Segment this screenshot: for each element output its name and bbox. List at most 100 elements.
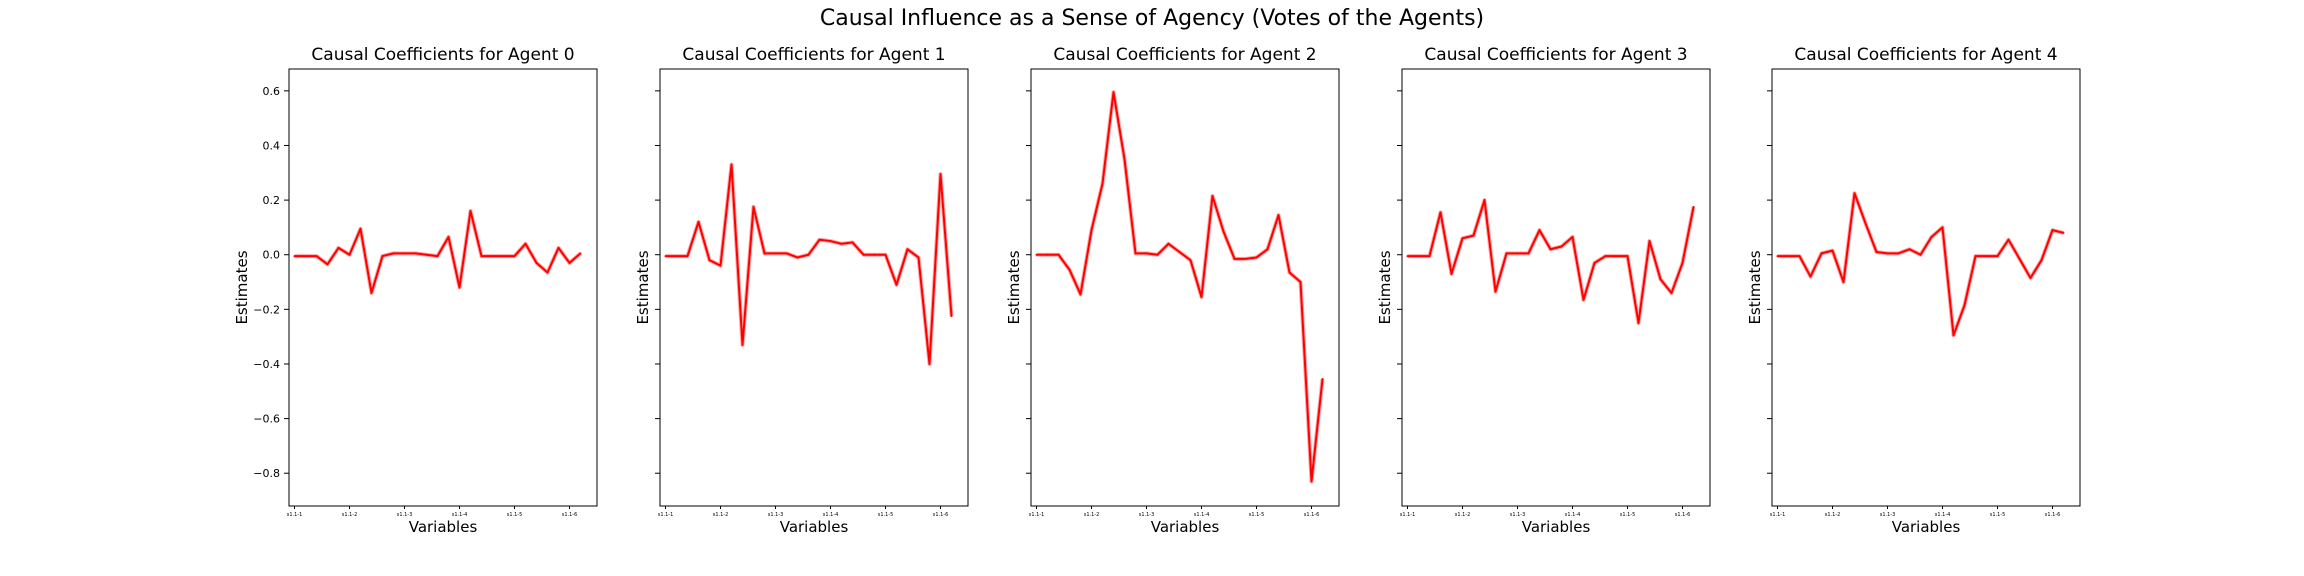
data-point bbox=[293, 255, 296, 258]
data-point bbox=[741, 343, 744, 346]
x-tick-label: s1.1-2 bbox=[342, 512, 358, 518]
data-point bbox=[1516, 252, 1519, 255]
data-point bbox=[1112, 91, 1115, 94]
data-point bbox=[1941, 226, 1944, 229]
data-point bbox=[1461, 237, 1464, 240]
subplot-title: Causal Coefficients for Agent 1 bbox=[682, 45, 945, 65]
data-point bbox=[1952, 334, 1955, 337]
data-point bbox=[1615, 255, 1618, 258]
x-tick-label: s1.1-5 bbox=[1990, 512, 2006, 518]
data-point bbox=[917, 256, 920, 259]
data-point bbox=[2051, 229, 2054, 232]
x-tick-label: s1.1-4 bbox=[1565, 512, 1581, 518]
data-point bbox=[557, 246, 560, 249]
data-point bbox=[425, 253, 428, 256]
data-point bbox=[1637, 322, 1640, 325]
data-point bbox=[1505, 252, 1508, 255]
y-tick-label: −0.6 bbox=[253, 413, 280, 426]
data-point bbox=[873, 253, 876, 256]
y-tick-label: 0.0 bbox=[263, 249, 281, 262]
data-point bbox=[1266, 248, 1269, 251]
data-point bbox=[1974, 255, 1977, 258]
data-point bbox=[1483, 199, 1486, 202]
x-tick-label: s1.1-2 bbox=[1825, 512, 1841, 518]
data-point bbox=[2062, 231, 2065, 234]
data-point bbox=[447, 235, 450, 238]
data-point bbox=[1996, 255, 1999, 258]
data-point bbox=[1472, 234, 1475, 237]
data-point bbox=[686, 255, 689, 258]
data-point bbox=[381, 255, 384, 258]
x-tick-label: s1.1-1 bbox=[1770, 512, 1786, 518]
data-point bbox=[436, 255, 439, 258]
x-tick-label: s1.1-6 bbox=[1304, 512, 1320, 518]
data-point bbox=[774, 252, 777, 255]
y-tick-label: −0.8 bbox=[253, 467, 280, 480]
x-tick-label: s1.1-2 bbox=[713, 512, 729, 518]
subplot-title: Causal Coefficients for Agent 0 bbox=[311, 45, 574, 65]
series-line-band bbox=[665, 162, 954, 366]
data-point bbox=[664, 255, 667, 258]
data-point bbox=[1692, 205, 1695, 208]
data-point bbox=[1167, 242, 1170, 245]
data-point bbox=[359, 227, 362, 230]
data-point bbox=[2029, 276, 2032, 279]
data-point bbox=[1145, 252, 1148, 255]
data-point bbox=[1875, 250, 1878, 253]
data-point bbox=[928, 362, 931, 365]
x-tick-label: s1.1-1 bbox=[287, 512, 303, 518]
y-axis-label: Estimates bbox=[634, 250, 652, 324]
x-tick-label: s1.1-5 bbox=[878, 512, 894, 518]
series-line-band bbox=[1407, 198, 1696, 326]
data-point bbox=[939, 173, 942, 176]
data-point bbox=[1123, 158, 1126, 161]
data-point bbox=[1681, 261, 1684, 264]
x-tick-label: s1.1-3 bbox=[1139, 512, 1155, 518]
data-point bbox=[730, 163, 733, 166]
data-point bbox=[1156, 253, 1159, 256]
data-point bbox=[1321, 377, 1324, 380]
data-point bbox=[1648, 240, 1651, 243]
data-point bbox=[1406, 255, 1409, 258]
data-point bbox=[392, 252, 395, 255]
y-tick-label: 0.4 bbox=[263, 139, 281, 152]
y-tick-label: 0.6 bbox=[263, 85, 281, 98]
data-point bbox=[906, 248, 909, 251]
data-point bbox=[1527, 252, 1530, 255]
axes-frame bbox=[1771, 68, 2081, 507]
data-point bbox=[1582, 298, 1585, 301]
data-point bbox=[1417, 255, 1420, 258]
data-point bbox=[1046, 253, 1049, 256]
data-point bbox=[1897, 252, 1900, 255]
data-point bbox=[1985, 255, 1988, 258]
data-point bbox=[719, 264, 722, 267]
x-tick-label: s1.1-6 bbox=[1675, 512, 1691, 518]
x-axis-label: Variables bbox=[409, 518, 478, 536]
data-point bbox=[1494, 290, 1497, 293]
data-point bbox=[1233, 257, 1236, 260]
subplot-agent-2: Causal Coefficients for Agent 2 s1.1-1 s1.… bbox=[1005, 45, 1340, 536]
data-point bbox=[1310, 480, 1313, 483]
y-axis-label: Estimates bbox=[1746, 250, 1764, 324]
data-point bbox=[763, 252, 766, 255]
x-tick-label: s1.1-6 bbox=[2045, 512, 2061, 518]
subplot-title: Causal Coefficients for Agent 4 bbox=[1794, 45, 2057, 65]
data-point bbox=[796, 256, 799, 259]
data-point bbox=[1079, 293, 1082, 296]
data-point bbox=[491, 255, 494, 258]
data-point bbox=[1626, 255, 1629, 258]
data-point bbox=[884, 253, 887, 256]
x-tick-label: s1.1-4 bbox=[823, 512, 839, 518]
data-point bbox=[1842, 281, 1845, 284]
data-point bbox=[1571, 235, 1574, 238]
data-point bbox=[1134, 252, 1137, 255]
subplot-agent-4: Causal Coefficients for Agent 4 s1.1-1 s1.… bbox=[1746, 45, 2081, 536]
data-point bbox=[1244, 257, 1247, 260]
y-axis-label: Estimates bbox=[1376, 250, 1394, 324]
subplot-agent-0: Causal Coefficients for Agent 0 0.6 0.4 0.2… bbox=[233, 45, 598, 536]
axes-frame bbox=[288, 68, 598, 507]
data-point bbox=[502, 255, 505, 258]
data-point bbox=[1919, 253, 1922, 256]
data-point bbox=[1189, 259, 1192, 262]
